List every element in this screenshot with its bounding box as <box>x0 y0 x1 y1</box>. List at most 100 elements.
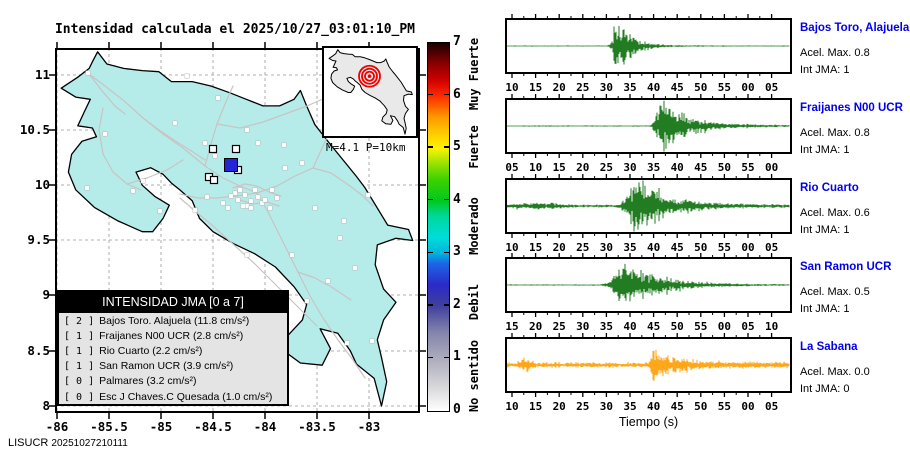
station-marker <box>304 298 310 304</box>
time-tick-label: 40 <box>646 81 661 94</box>
station-marker <box>215 95 221 101</box>
time-tick-label: 25 <box>576 81 590 94</box>
time-tick-label: 55 <box>717 400 732 413</box>
road-line <box>297 271 352 301</box>
colorbar-tick <box>428 304 433 306</box>
legend-station-label: Esc J Chaves.C Quesada (1.0 cm/s²) <box>99 390 273 403</box>
time-tick-label: 25 <box>576 241 590 254</box>
plot-border <box>505 178 792 234</box>
intensity-jma-label: Int JMA: 0 <box>800 383 850 395</box>
acceleration-max-label: Acel. Max. 0.6 <box>800 207 870 219</box>
costa-rica-landmass <box>60 51 414 407</box>
station-marker <box>248 198 254 204</box>
colorbar-tick-label: 0 <box>453 402 461 417</box>
colorbar-tick <box>428 356 433 359</box>
magnitude-depth-label: M=4.1 P=10km <box>326 141 406 154</box>
plot-border <box>505 98 792 154</box>
station-marker <box>157 208 163 214</box>
time-tick-label: 50 <box>670 320 684 333</box>
map-y-tick-label: 9 <box>42 287 50 302</box>
station-marker <box>262 197 268 203</box>
station-marker <box>352 265 358 271</box>
time-tick-label: 05 <box>764 81 779 94</box>
colorbar-category-label: Muy Fuerte <box>467 37 481 110</box>
station-marker <box>212 153 218 159</box>
station-marker <box>369 338 375 344</box>
station-marker <box>259 200 265 206</box>
acceleration-max-label: Acel. Max. 0.8 <box>800 127 870 139</box>
map-x-tick-label: -84 <box>253 419 277 434</box>
colorbar-tick-label: 4 <box>453 191 461 207</box>
legend-intensity-value: [ 0 ] <box>64 391 95 403</box>
intensity-legend: INTENSIDAD JMA [0 a 7] [ 2 ] Bajos Toro. … <box>57 290 289 407</box>
map-y-tick-label: 8.5 <box>27 343 50 358</box>
time-tick-label: 30 <box>599 241 614 254</box>
station-name-label: Rio Cuarto <box>800 182 859 194</box>
intensity-jma-label: Int JMA: 1 <box>800 64 850 76</box>
station-marker <box>228 193 234 199</box>
time-tick-label: 35 <box>646 161 661 174</box>
station-marker <box>325 278 331 284</box>
acceleration-max-label: Acel. Max. 0.5 <box>800 286 870 298</box>
seismogram-waveform <box>505 174 792 238</box>
intensity-jma-label: Int JMA: 1 <box>800 144 850 156</box>
waveform-trace <box>506 180 790 232</box>
station-marker <box>140 178 146 184</box>
intensity-colorbar <box>427 42 450 412</box>
intensity1-station-marker <box>208 144 218 154</box>
costa-rica-map <box>49 42 426 419</box>
station-marker <box>240 203 246 209</box>
station-marker <box>172 120 178 126</box>
colorbar-tick <box>428 146 433 148</box>
intensity2-station-marker <box>224 158 238 172</box>
station-marker <box>255 194 261 200</box>
station-marker <box>274 195 280 201</box>
seismogram-waveform <box>505 333 792 397</box>
time-tick-label: 05 <box>764 400 779 413</box>
time-tick-label: 05 <box>764 241 779 254</box>
station-marker <box>102 131 108 137</box>
time-tick-label: 00 <box>741 81 755 94</box>
acceleration-max-label: Acel. Max. 0.0 <box>800 366 870 378</box>
time-tick-label: 35 <box>623 81 637 94</box>
legend-item: [ 2 ] Bajos Toro. Alajuela (11.8 cm/s²) <box>59 313 287 328</box>
station-marker <box>255 140 261 146</box>
station-marker <box>341 218 347 224</box>
intensity-legend-title: INTENSIDAD JMA [0 a 7] <box>59 292 287 313</box>
station-marker <box>184 73 190 79</box>
intensity1-station-marker <box>209 175 219 185</box>
station-marker <box>365 192 371 198</box>
time-tick-label: 20 <box>576 161 590 174</box>
time-tick-label: 15 <box>505 320 519 333</box>
agency-label: LISUCR <box>8 437 49 449</box>
epicenter-ring-icon <box>364 70 375 82</box>
plot-border <box>505 18 792 74</box>
intensity-legend-body: [ 2 ] Bajos Toro. Alajuela (11.8 cm/s²) [ … <box>59 313 287 404</box>
time-tick-label: 35 <box>623 400 637 413</box>
legend-station-label: Bajos Toro. Alajuela (11.8 cm/s²) <box>99 314 250 327</box>
station-name-label: San Ramon UCR <box>800 261 892 273</box>
legend-station-label: Palmares (3.2 cm/s²) <box>99 375 197 388</box>
station-marker <box>312 205 318 211</box>
map-x-tick-label: -83.5 <box>298 419 336 434</box>
time-tick-label: 55 <box>717 81 732 94</box>
plot-border <box>505 337 792 393</box>
time-tick-label: 45 <box>694 161 708 174</box>
inset-border <box>322 46 418 138</box>
time-tick-label: 40 <box>623 320 637 333</box>
intensity-jma-label: Int JMA: 1 <box>800 303 850 315</box>
seismogram-waveform <box>505 14 792 78</box>
time-tick-label: 00 <box>741 241 755 254</box>
footer-stamp: LISUCR 20251027210111 <box>8 437 128 449</box>
road-line <box>256 192 366 379</box>
time-tick-label: 15 <box>528 81 543 94</box>
station-marker <box>242 192 248 198</box>
time-tick-label: 15 <box>552 161 566 174</box>
time-tick-label: 25 <box>552 320 566 333</box>
time-tick-label: 20 <box>552 400 566 413</box>
time-tick-label: 20 <box>552 241 566 254</box>
epicenter-inset-map <box>322 46 418 138</box>
intensity1-station-marker <box>231 144 241 154</box>
station-marker <box>225 205 231 211</box>
